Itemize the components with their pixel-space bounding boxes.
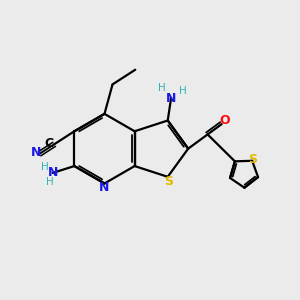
Text: S: S [248,153,257,166]
Text: N: N [31,146,41,159]
Text: N: N [47,167,58,179]
Text: O: O [220,114,230,128]
Text: N: N [99,181,110,194]
Text: H: H [158,83,166,93]
Text: H: H [46,177,53,187]
Text: C: C [45,136,54,149]
Text: S: S [165,175,174,188]
Text: H: H [178,86,186,96]
Text: H: H [41,162,49,172]
Text: N: N [166,92,176,104]
